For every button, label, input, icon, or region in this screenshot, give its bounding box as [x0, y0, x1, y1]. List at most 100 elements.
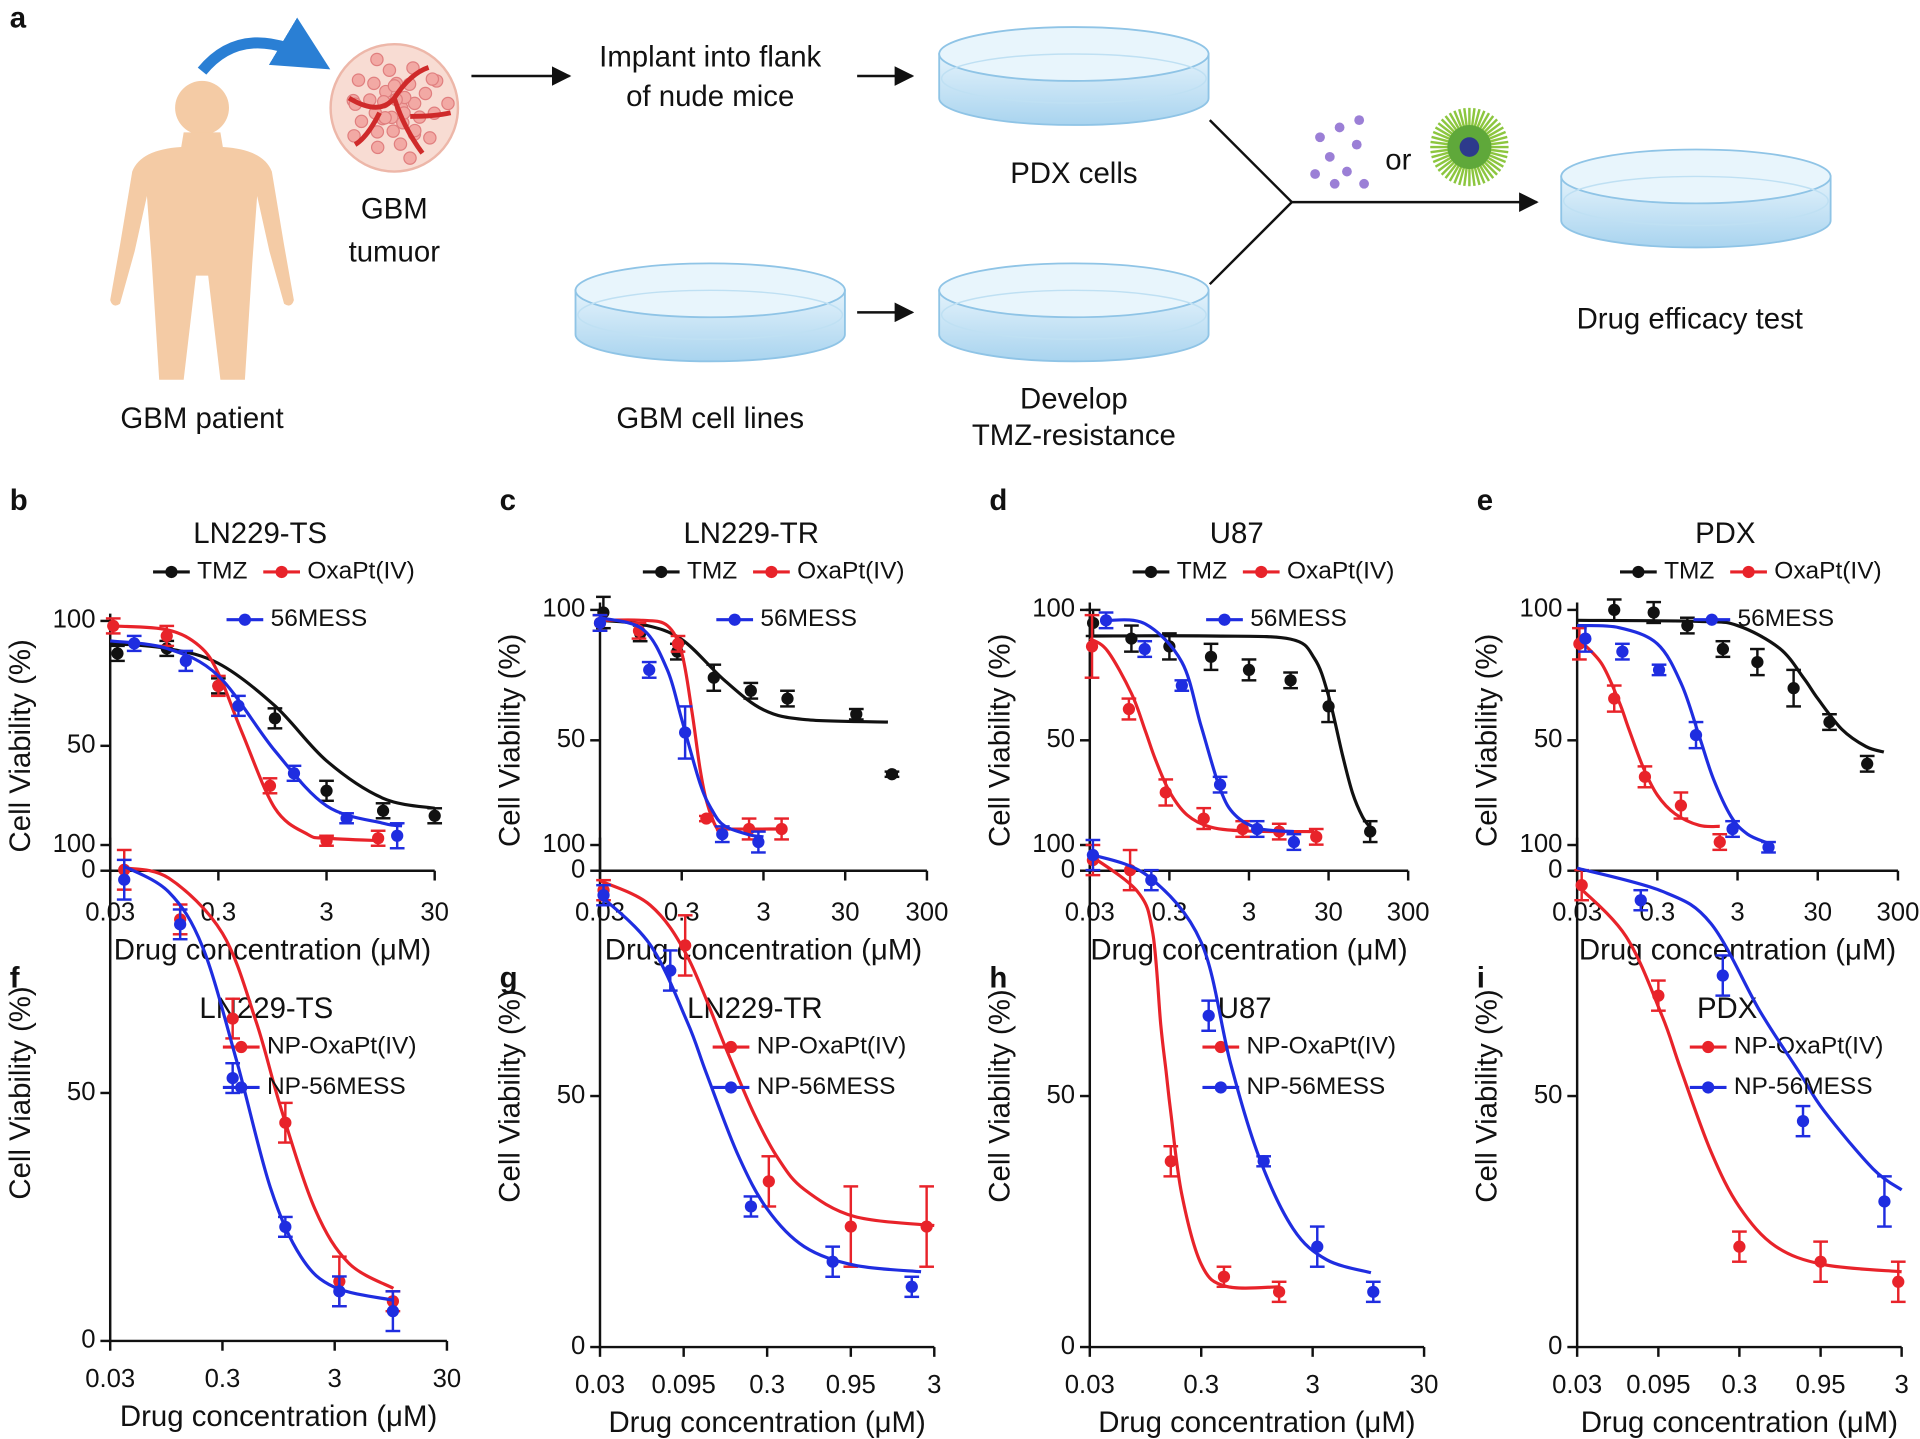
data-point	[1217, 1270, 1231, 1283]
y-tick-label: 50	[557, 725, 586, 753]
fit-curve	[1089, 634, 1372, 829]
spike	[1487, 135, 1508, 144]
data-point	[1164, 1155, 1177, 1168]
spike	[1431, 135, 1451, 144]
x-tick-label: 0.03	[575, 1371, 625, 1399]
legend-marker	[1702, 1040, 1715, 1054]
y-axis-label: Cell Viability (%)	[4, 986, 37, 1199]
chart-title: LN229-TR	[683, 517, 819, 550]
y-tick-label: 0	[1061, 1332, 1075, 1360]
data-point	[160, 629, 173, 643]
legend-label: 56MESS	[1738, 605, 1835, 632]
chart-title: PDX	[1695, 517, 1755, 550]
panel-letter: g	[500, 961, 518, 994]
cell	[393, 137, 408, 151]
data-point	[1099, 614, 1113, 627]
y-tick-label: 0	[1548, 856, 1562, 884]
spike	[1430, 148, 1451, 154]
spike	[1473, 108, 1481, 129]
legend-label: NP-56MESS	[267, 1073, 406, 1100]
y-tick-label: 100	[1032, 830, 1075, 858]
spike	[1463, 166, 1469, 187]
legend-label: NP-OxaPt(IV)	[1734, 1033, 1884, 1060]
legend-marker	[1702, 1081, 1715, 1094]
data-point	[1652, 663, 1666, 677]
x-tick-label: 3	[756, 898, 770, 926]
legend-marker	[765, 565, 778, 579]
x-tick-label: 0.03	[1065, 1371, 1115, 1399]
spike	[1458, 108, 1466, 129]
spike	[1473, 165, 1481, 186]
x-tick-label: 0.095	[1626, 1371, 1690, 1399]
spike	[1470, 166, 1476, 187]
spike	[1487, 130, 1507, 141]
data-point	[1257, 1155, 1270, 1168]
data-point	[1861, 757, 1874, 770]
label: Implant into flank	[599, 41, 821, 74]
data-point	[1364, 825, 1377, 838]
data-point	[850, 708, 863, 721]
x-tick-label: 30	[1314, 898, 1343, 926]
legend-label: 56MESS	[271, 605, 368, 632]
data-point	[111, 647, 124, 660]
label: of nude mice	[626, 80, 794, 113]
chart: h U87 Drug concentration (μM) Cell Viabilit…	[983, 830, 1438, 1439]
chart: b LN229-TS Drug concentration (μM) Cell Via…	[4, 484, 449, 966]
fit-curve	[1088, 853, 1280, 1290]
panel-letter: a	[10, 1, 27, 34]
spike	[1444, 161, 1459, 179]
panel-letter: h	[989, 961, 1007, 994]
legend-label: OxaPt(IV)	[797, 557, 904, 584]
panel-letter: c	[500, 484, 516, 517]
x-tick-label: 0.3	[749, 1371, 785, 1399]
cell	[370, 140, 385, 155]
petri-dish	[938, 262, 1210, 363]
data-point	[1367, 1285, 1380, 1298]
data-point	[1122, 702, 1136, 716]
spike	[1432, 130, 1452, 141]
spike	[1470, 108, 1476, 128]
legend-label: NP-OxaPt(IV)	[1247, 1033, 1397, 1060]
y-tick-label: 0	[1548, 1332, 1562, 1360]
y-tick-label: 100	[1032, 595, 1075, 623]
data-point	[762, 1175, 775, 1188]
data-point	[679, 939, 692, 952]
data-point	[1726, 822, 1739, 836]
label: Develop	[1020, 382, 1128, 415]
tumour-icon	[329, 42, 460, 173]
x-axis-label: Drug concentration (μM)	[605, 933, 922, 966]
fit-curve	[1576, 866, 1903, 1192]
vessel	[347, 65, 452, 155]
data-point	[1213, 778, 1227, 791]
cell	[370, 125, 385, 139]
y-axis-label: Cell Viability (%)	[1471, 989, 1504, 1202]
fit-curve	[599, 618, 782, 832]
y-tick-label: 100	[542, 595, 585, 623]
x-tick-label: 0.3	[1183, 1371, 1219, 1399]
x-tick-label: 0.03	[1552, 1371, 1602, 1399]
legend-marker	[165, 565, 178, 579]
spike	[1444, 115, 1459, 133]
cell	[423, 131, 437, 145]
legend-marker	[235, 1040, 248, 1054]
data-point	[333, 1285, 346, 1298]
panel-letter: b	[10, 484, 28, 517]
x-axis-label: Drug concentration (μM)	[608, 1406, 925, 1439]
chart: e PDX Drug concentration (μM) Cell Viabilit…	[1471, 484, 1920, 966]
fit-curve	[1575, 884, 1902, 1274]
data-point	[775, 822, 788, 836]
data-point	[226, 1012, 239, 1025]
x-tick-label: 300	[905, 898, 948, 926]
curved-arrow	[197, 17, 331, 75]
data-point	[1197, 812, 1210, 825]
data-point	[1311, 1240, 1324, 1253]
x-tick-label: 30	[1803, 898, 1832, 926]
fit-curve	[599, 616, 764, 839]
legend-label: NP-56MESS	[1247, 1073, 1386, 1100]
cell	[382, 63, 397, 77]
data-point	[1796, 1115, 1810, 1128]
data-point	[1251, 822, 1264, 836]
x-axis-label: Drug concentration (μM)	[1098, 1406, 1415, 1439]
data-point	[1716, 969, 1729, 982]
label: Drug efficacy test	[1577, 303, 1803, 336]
